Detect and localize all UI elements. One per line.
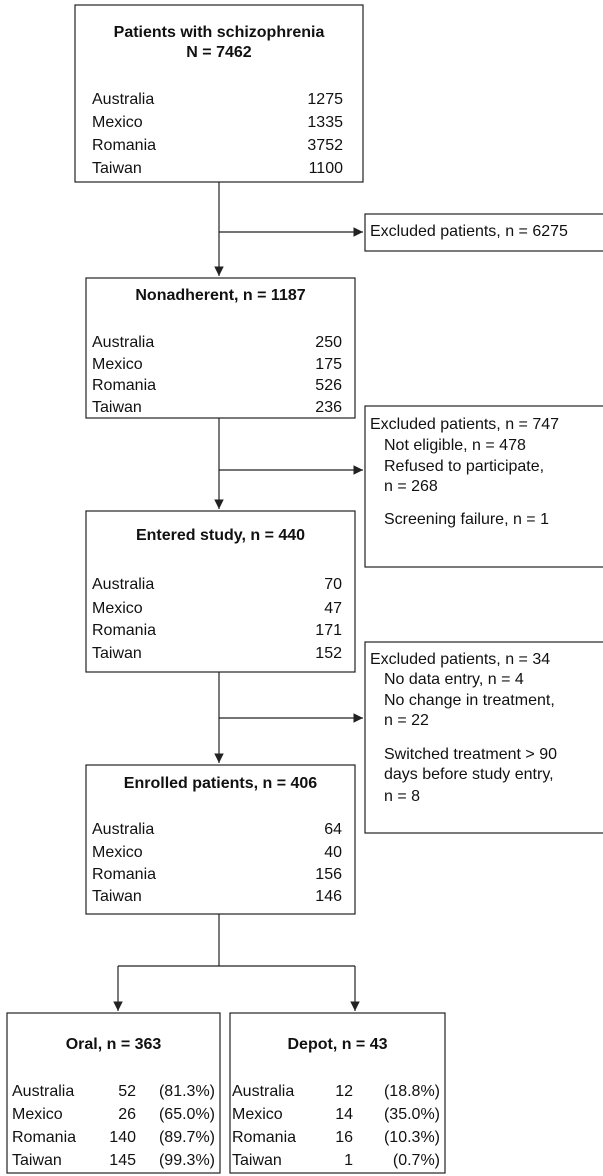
country: Australia (232, 1083, 294, 1100)
arm-box (6, 1012, 221, 1174)
country: Australia (92, 576, 154, 593)
country: Mexico (92, 356, 143, 373)
percent: (81.3%) (159, 1083, 215, 1100)
count: 40 (324, 844, 342, 861)
country: Romania (12, 1129, 76, 1146)
country: Mexico (12, 1106, 63, 1123)
country: Romania (92, 377, 156, 394)
country: Australia (92, 821, 154, 838)
count: 250 (315, 334, 342, 351)
count: 146 (315, 888, 342, 905)
count: 171 (315, 622, 342, 639)
percent: (18.8%) (384, 1083, 440, 1100)
country: Mexico (92, 600, 143, 617)
count: 152 (315, 645, 342, 662)
count: 1100 (309, 160, 344, 177)
count: 1 (344, 1152, 353, 1169)
count: 70 (324, 576, 342, 593)
percent: (65.0%) (159, 1106, 215, 1123)
percent: (99.3%) (159, 1152, 215, 1169)
count: 526 (315, 377, 342, 394)
flow-box (85, 277, 356, 419)
country: Taiwan (232, 1152, 282, 1169)
count: 156 (315, 866, 342, 883)
excluded-box (364, 405, 603, 568)
count: 1275 (307, 91, 343, 108)
excluded-text: Not eligible, n = 478 (384, 437, 526, 454)
percent: (35.0%) (384, 1106, 440, 1123)
box-title: Enrolled patients, n = 406 (124, 775, 317, 792)
excluded-text: n = 268 (384, 478, 438, 495)
excluded-text: No change in treatment, (384, 692, 555, 709)
country: Taiwan (12, 1152, 62, 1169)
country: Mexico (232, 1106, 283, 1123)
country: Romania (232, 1129, 296, 1146)
arm-title: Oral, n = 363 (66, 1036, 162, 1053)
arm-box (229, 1012, 446, 1174)
count: 47 (324, 600, 342, 617)
percent: (10.3%) (384, 1129, 440, 1146)
country: Taiwan (92, 888, 142, 905)
country: Taiwan (92, 645, 142, 662)
count: 16 (335, 1129, 353, 1146)
excluded-text: No data entry, n = 4 (384, 671, 524, 688)
arm-title: Depot, n = 43 (287, 1036, 387, 1053)
count: 52 (118, 1083, 136, 1100)
count: 14 (335, 1106, 353, 1123)
excluded-text: Excluded patients, n = 6275 (370, 223, 568, 240)
box-title: Entered study, n = 440 (136, 527, 305, 544)
excluded-box (364, 213, 603, 252)
connectors (113, 182, 363, 1011)
count: 26 (118, 1106, 136, 1123)
excluded-text: Screening failure, n = 1 (384, 511, 549, 528)
country: Taiwan (92, 399, 142, 416)
country: Mexico (92, 844, 143, 861)
count: 64 (324, 821, 342, 838)
excluded-text: days before study entry, (384, 766, 554, 783)
count: 140 (109, 1129, 136, 1146)
box-title: Nonadherent, n = 1187 (135, 287, 305, 304)
percent: (0.7%) (393, 1152, 440, 1169)
country: Taiwan (92, 160, 142, 177)
percent: (89.7%) (159, 1129, 215, 1146)
country: Romania (92, 622, 156, 639)
country: Romania (92, 866, 156, 883)
count: 3752 (307, 137, 343, 154)
count: 236 (315, 399, 342, 416)
excluded-text: n = 22 (384, 712, 429, 729)
excluded-text: Excluded patients, n = 34 (370, 651, 550, 668)
flow-box (85, 764, 356, 915)
box-title: N = 7462 (186, 44, 251, 61)
country: Australia (92, 91, 154, 108)
excluded-text: Excluded patients, n = 747 (370, 416, 559, 433)
count: 1335 (307, 114, 343, 131)
excluded-box (364, 641, 603, 834)
count: 12 (335, 1083, 353, 1100)
flow-box (74, 4, 364, 183)
excluded-text: Refused to participate, (384, 458, 544, 475)
excluded-text: n = 8 (384, 788, 420, 805)
count: 145 (109, 1152, 136, 1169)
excluded-text: Switched treatment > 90 (384, 746, 557, 763)
flow-box (85, 510, 356, 673)
country: Mexico (92, 114, 143, 131)
country: Australia (12, 1083, 74, 1100)
count: 175 (315, 356, 342, 373)
box-title: Patients with schizophrenia (114, 24, 325, 41)
country: Australia (92, 334, 154, 351)
country: Romania (92, 137, 156, 154)
